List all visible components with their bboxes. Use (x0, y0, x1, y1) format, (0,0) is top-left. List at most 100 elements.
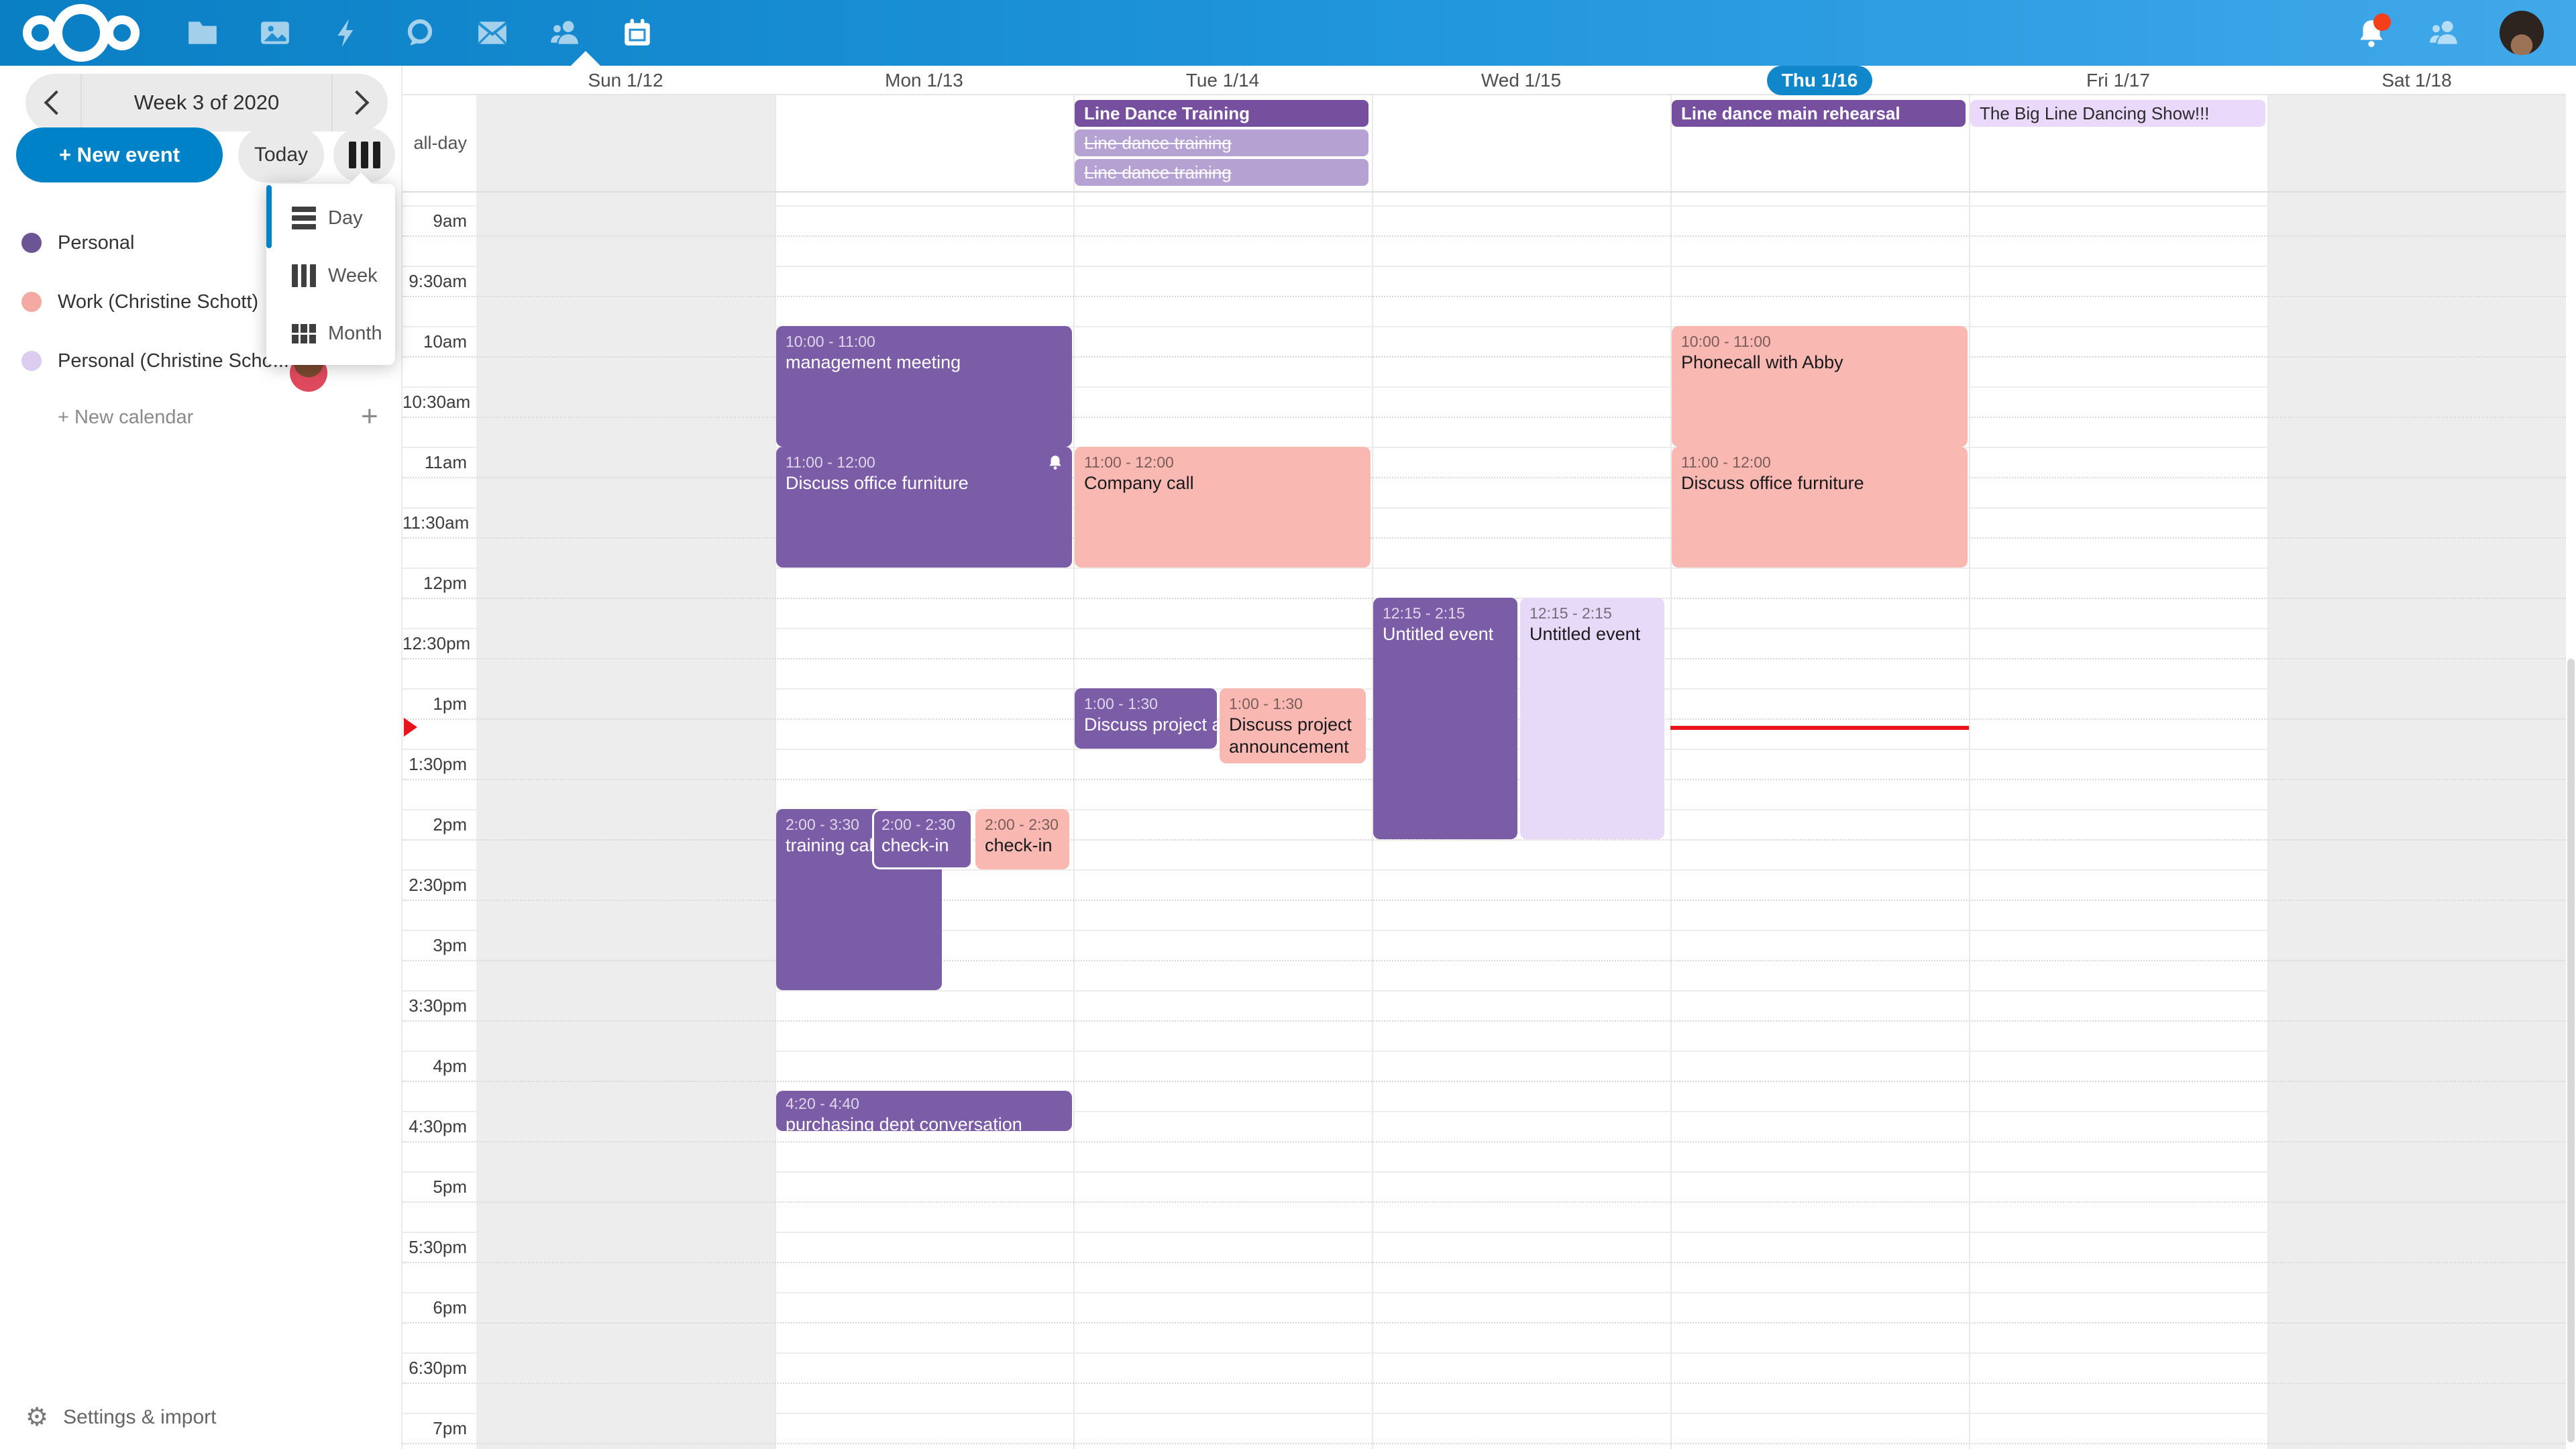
column-divider (1670, 94, 1672, 1449)
week-label[interactable]: Week 3 of 2020 (80, 74, 333, 131)
hour-line (402, 205, 2566, 207)
time-axis-label: 6:30pm (409, 1358, 467, 1378)
menu-item-label: Week (328, 264, 378, 286)
event-untitled[interactable]: 12:15 - 2:15 Untitled event (1373, 598, 1517, 839)
event-phonecall-with-abby[interactable]: 10:00 - 11:00 Phonecall with Abby (1672, 326, 1968, 447)
plus-icon[interactable]: + (361, 400, 378, 433)
hour-line (402, 507, 2566, 508)
event-purchasing-dept-conversation[interactable]: 4:20 - 4:40 purchasing dept conversation (776, 1091, 1072, 1131)
event-untitled[interactable]: 12:15 - 2:15 Untitled event (1520, 598, 1664, 839)
hour-line (402, 326, 2566, 327)
month-view-icon (292, 322, 316, 345)
time-axis-label: 10:30am (402, 392, 471, 412)
quarter-hour-line (402, 1141, 2566, 1142)
hour-line (402, 266, 2566, 267)
day-header-thu-today: Thu 1/16 (1670, 66, 1969, 95)
quarter-hour-line (402, 477, 2566, 478)
menu-item-label: Day (328, 207, 363, 229)
calendar-list-item-work[interactable]: Work (Christine Schott) (0, 282, 401, 322)
hour-line (402, 1413, 2566, 1414)
time-axis-label: 9am (433, 211, 467, 231)
time-axis-label: 11am (424, 452, 467, 472)
time-axis-label: 6pm (433, 1297, 467, 1318)
hour-line (402, 990, 2566, 991)
allday-event[interactable]: Line Dance Training (1075, 100, 1368, 127)
column-divider (775, 94, 776, 1449)
contacts-menu-icon[interactable] (2427, 16, 2461, 50)
time-axis-label: 10am (423, 331, 467, 352)
top-bar (0, 0, 2576, 66)
scrollbar-thumb[interactable] (2567, 659, 2575, 1442)
time-axis-label: 5:30pm (409, 1237, 467, 1257)
calendar-name: Personal (58, 231, 135, 254)
event-company-call[interactable]: 11:00 - 12:00 Company call (1075, 447, 1371, 568)
calendar-app-icon[interactable] (619, 14, 656, 52)
nextcloud-logo[interactable] (23, 0, 157, 66)
event-management-meeting[interactable]: 10:00 - 11:00 management meeting (776, 326, 1072, 447)
event-discuss-office-furniture[interactable]: 11:00 - 12:00 Discuss office furniture (1672, 447, 1968, 568)
previous-week-button[interactable] (25, 74, 80, 131)
quarter-hour-line (402, 900, 2566, 901)
logo-circle (105, 15, 140, 50)
quarter-hour-line (402, 356, 2566, 358)
new-event-button[interactable]: + New event (16, 127, 223, 182)
hour-line (402, 386, 2566, 388)
settings-import-button[interactable]: ⚙ Settings & import (25, 1402, 217, 1432)
hour-line (402, 568, 2566, 569)
notifications-bell-icon[interactable] (2355, 13, 2391, 50)
calendar-name: Work (Christine Schott) (58, 290, 259, 313)
weekend-column-sun[interactable] (476, 94, 775, 1449)
new-calendar-button[interactable]: + New calendar (58, 407, 194, 428)
view-menu: Day Week Month (266, 172, 395, 365)
reminder-bell-icon (1049, 455, 1061, 470)
contacts-app-icon[interactable] (546, 14, 584, 52)
hour-line (402, 1111, 2566, 1112)
time-axis-label: 12:30pm (402, 633, 471, 653)
menu-item-day[interactable]: Day (266, 189, 395, 247)
calendar-list-item-personal[interactable]: Personal (0, 223, 401, 263)
weekend-column-sat[interactable] (2267, 94, 2566, 1449)
today-pill: Thu 1/16 (1766, 66, 1873, 95)
allday-event-declined[interactable]: Line dance training (1075, 159, 1368, 186)
calendar-color-dot (21, 351, 42, 371)
next-week-button[interactable] (333, 74, 388, 131)
mail-app-icon[interactable] (474, 14, 511, 52)
user-avatar[interactable] (2500, 11, 2544, 55)
menu-item-month[interactable]: Month (266, 305, 395, 362)
quarter-hour-line (402, 1081, 2566, 1082)
quarter-hour-line (402, 1262, 2566, 1263)
event-check-in[interactable]: 2:00 - 2:30 check-in (975, 809, 1069, 869)
hour-line (402, 930, 2566, 931)
event-check-in[interactable]: 2:00 - 2:30 check-in (872, 809, 973, 869)
time-axis-label: 12pm (423, 573, 467, 593)
time-axis-label: 4:30pm (409, 1116, 467, 1136)
chevron-left-icon (44, 90, 69, 115)
allday-divider (402, 191, 2576, 193)
quarter-hour-line (402, 537, 2566, 539)
menu-scroll-indicator (266, 185, 272, 248)
talk-app-icon[interactable] (401, 14, 439, 52)
day-header-wed: Wed 1/15 (1481, 70, 1562, 91)
menu-item-week[interactable]: Week (266, 247, 395, 305)
event-discuss-office-furniture[interactable]: 11:00 - 12:00 Discuss office furniture (776, 447, 1072, 568)
menu-item-label: Month (328, 322, 382, 344)
chevron-right-icon (344, 90, 370, 115)
quarter-hour-line (402, 1383, 2566, 1384)
allday-event[interactable]: The Big Line Dancing Show!!! (1970, 100, 2265, 127)
day-header-sun: Sun 1/12 (588, 70, 663, 91)
activity-app-icon[interactable] (329, 14, 366, 52)
allday-event-declined[interactable]: Line dance training (1075, 129, 1368, 156)
time-axis-label: 1pm (433, 694, 467, 714)
scrollbar-track (2566, 94, 2576, 1449)
allday-event[interactable]: Line dance main rehearsal (1672, 100, 1966, 127)
today-button[interactable]: Today (238, 127, 324, 182)
active-app-caret (571, 51, 600, 66)
files-app-icon[interactable] (184, 14, 221, 52)
time-axis-label: 5pm (433, 1177, 467, 1197)
day-header-tue: Tue 1/14 (1185, 70, 1260, 91)
popover-arrow (348, 172, 374, 185)
quarter-hour-line (402, 960, 2566, 961)
photos-app-icon[interactable] (256, 14, 294, 52)
